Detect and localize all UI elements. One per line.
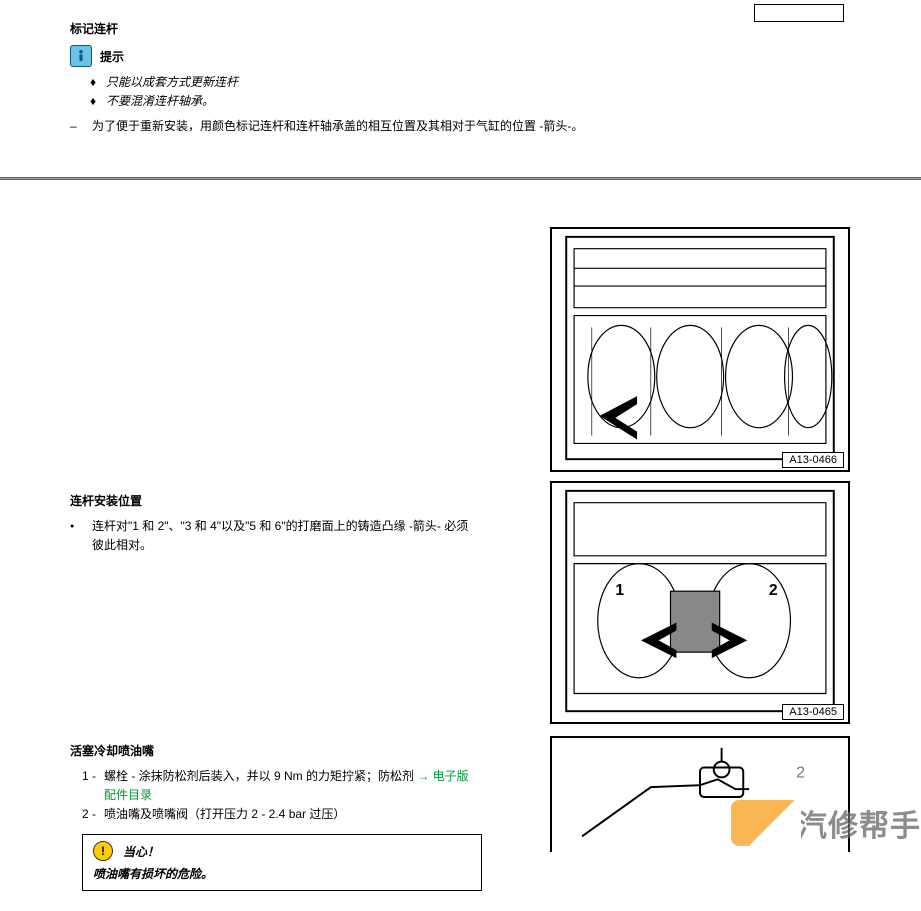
caution-box: ! 当心！ 喷油嘴有损坏的危险。: [82, 834, 482, 891]
svg-text:1: 1: [615, 582, 624, 599]
item-number: 1 -: [82, 767, 96, 786]
figure-crankcase-top: A13-0466: [550, 227, 850, 472]
item-number: 2 -: [82, 805, 96, 824]
hint-item: 不要混淆连杆轴承。: [90, 92, 861, 111]
watermark: 汽修帮手: [731, 800, 921, 846]
install-list: 连杆对"1 和 2"、"3 和 4"以及"5 和 6"的打磨面上的铸造凸缘 -箭…: [70, 517, 480, 555]
nozzle-item: 1 - 螺栓 - 涂抹防松剂后装入，并以 9 Nm 的力矩拧紧；防松剂 → 电子…: [82, 767, 480, 805]
heading-mark: 标记连杆: [70, 20, 861, 37]
item-text: 喷油嘴及喷嘴阀（打开压力 2 - 2.4 bar 过压）: [104, 807, 345, 821]
caution-text: 喷油嘴有损坏的危险。: [93, 865, 471, 882]
figure-label: A13-0465: [782, 704, 844, 720]
instruction-item: 为了便于重新安装，用颜色标记连杆和连杆轴承盖的相互位置及其相对于气缸的位置 -箭…: [70, 117, 861, 136]
warning-icon: !: [93, 841, 113, 861]
hint-row: 提示: [70, 45, 861, 67]
figure-label: A13-0466: [782, 452, 844, 468]
page-lower: A13-0466 连杆安装位置 连杆对"1 和 2"、"3 和 4"以及"5 和…: [0, 180, 921, 860]
nozzle-list: 1 - 螺栓 - 涂抹防松剂后装入，并以 9 Nm 的力矩拧紧；防松剂 → 电子…: [82, 767, 480, 825]
nozzle-item: 2 - 喷油嘴及喷嘴阀（打开压力 2 - 2.4 bar 过压）: [82, 805, 480, 824]
watermark-logo-icon: [731, 800, 801, 846]
heading-install: 连杆安装位置: [70, 492, 480, 509]
item-text: 螺栓 - 涂抹防松剂后装入，并以 9 Nm 的力矩拧紧；防松剂: [104, 769, 417, 783]
svg-text:2: 2: [769, 582, 778, 599]
instruction-list: 为了便于重新安装，用颜色标记连杆和连杆轴承盖的相互位置及其相对于气缸的位置 -箭…: [70, 117, 861, 136]
hint-label: 提示: [100, 48, 124, 65]
hint-list: 只能以成套方式更新连杆 不要混淆连杆轴承。: [90, 73, 861, 111]
svg-text:2: 2: [796, 764, 805, 781]
figure-crankcase-arrows: 1 2 A13-0465: [550, 481, 850, 724]
section-nozzle: 活塞冷却喷油嘴 1 - 螺栓 - 涂抹防松剂后装入，并以 9 Nm 的力矩拧紧；…: [0, 736, 540, 911]
hint-item: 只能以成套方式更新连杆: [90, 73, 861, 92]
caution-title: 当心！: [123, 843, 159, 860]
watermark-text: 汽修帮手: [797, 801, 921, 845]
page-upper: 标记连杆 提示 只能以成套方式更新连杆 不要混淆连杆轴承。 为了便于重新安装，用…: [0, 0, 921, 177]
heading-nozzle: 活塞冷却喷油嘴: [70, 742, 480, 759]
section-install-pos: 连杆安装位置 连杆对"1 和 2"、"3 和 4"以及"5 和 6"的打磨面上的…: [0, 482, 540, 575]
install-item: 连杆对"1 和 2"、"3 和 4"以及"5 和 6"的打磨面上的铸造凸缘 -箭…: [70, 517, 480, 555]
empty-figure-label: [754, 4, 844, 22]
info-icon: [70, 45, 92, 67]
caution-header: ! 当心！: [93, 841, 471, 861]
section-mark-conrod: 标记连杆 提示 只能以成套方式更新连杆 不要混淆连杆轴承。 为了便于重新安装，用…: [0, 10, 921, 177]
